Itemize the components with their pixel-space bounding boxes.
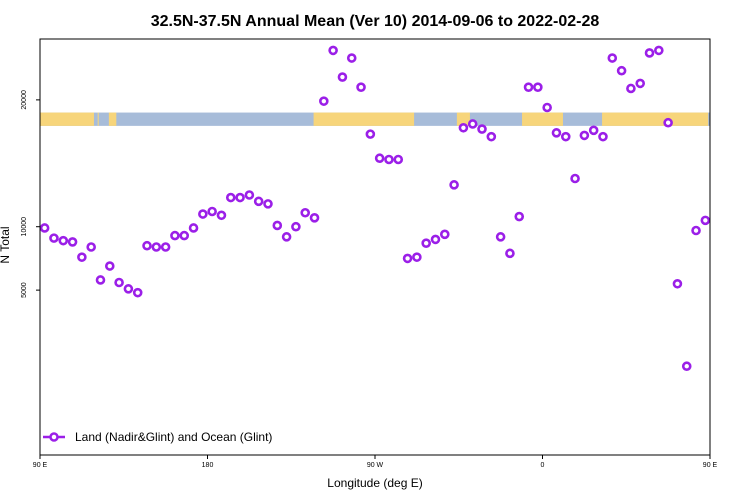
x-tick-label: 0 bbox=[541, 462, 545, 469]
data-point bbox=[179, 230, 190, 241]
data-point bbox=[319, 96, 329, 106]
data-point bbox=[67, 237, 78, 247]
y-tick-label: 5000 bbox=[21, 282, 28, 298]
data-point bbox=[691, 225, 701, 236]
x-axis: 90 E 180 90 W 0 90 E bbox=[33, 455, 718, 469]
y-tick-label: 10000 bbox=[21, 217, 28, 237]
data-point bbox=[300, 207, 311, 218]
data-point bbox=[225, 192, 236, 203]
y-axis-label: N Total bbox=[0, 226, 12, 263]
data-point bbox=[49, 233, 59, 243]
data-point bbox=[560, 131, 571, 142]
y-tick-label: 20000 bbox=[21, 90, 28, 110]
data-point bbox=[672, 278, 683, 289]
y-axis: 5000 10000 20000 bbox=[21, 90, 40, 298]
data-point bbox=[198, 209, 208, 219]
data-point bbox=[104, 261, 115, 271]
data-point bbox=[123, 284, 134, 294]
data-point bbox=[365, 129, 376, 139]
data-point bbox=[337, 72, 348, 82]
chart-title: 32.5N-37.5N Annual Mean (Ver 10) 2014-09… bbox=[151, 13, 600, 30]
data-point bbox=[439, 229, 450, 240]
data-point bbox=[644, 48, 655, 58]
data-point bbox=[309, 213, 320, 223]
data-point bbox=[39, 223, 50, 233]
data-point bbox=[514, 211, 525, 222]
data-point bbox=[477, 124, 487, 134]
data-point bbox=[328, 45, 338, 56]
land-segment bbox=[522, 112, 563, 126]
data-point bbox=[142, 240, 152, 251]
data-point bbox=[207, 206, 217, 217]
data-point bbox=[272, 220, 283, 231]
land-segment bbox=[602, 112, 709, 126]
data-point bbox=[77, 252, 87, 262]
data-point bbox=[346, 53, 357, 63]
data-point bbox=[495, 232, 506, 242]
legend: Land (Nadir&Glint) and Ocean (Glint) bbox=[43, 430, 272, 444]
data-point bbox=[86, 242, 96, 252]
data-point bbox=[654, 45, 664, 56]
x-axis-label: Longitude (deg E) bbox=[327, 476, 422, 490]
data-point bbox=[523, 82, 534, 92]
x-tick-label: 90 W bbox=[367, 462, 384, 469]
land-segment bbox=[97, 112, 99, 126]
data-point bbox=[579, 130, 590, 141]
data-point bbox=[402, 253, 413, 264]
data-point bbox=[384, 154, 394, 165]
data-point bbox=[635, 78, 646, 89]
data-point bbox=[356, 82, 366, 92]
data-point bbox=[263, 199, 273, 209]
x-tick-label: 90 E bbox=[33, 462, 48, 469]
data-point bbox=[170, 230, 180, 241]
land-segment bbox=[40, 112, 94, 126]
data-point bbox=[393, 154, 404, 165]
data-point bbox=[449, 180, 459, 190]
data-point bbox=[505, 248, 515, 259]
data-point bbox=[253, 196, 264, 207]
land-segment bbox=[313, 112, 415, 126]
legend-swatch-marker bbox=[49, 432, 59, 442]
land-segment bbox=[456, 112, 470, 126]
x-tick-label: 180 bbox=[202, 462, 214, 469]
legend-label: Land (Nadir&Glint) and Ocean (Glint) bbox=[75, 430, 272, 444]
data-point bbox=[551, 128, 562, 138]
x-tick-label: 90 E bbox=[703, 462, 718, 469]
data-point bbox=[374, 153, 385, 164]
data-point bbox=[700, 215, 711, 226]
data-point bbox=[132, 287, 143, 298]
data-point bbox=[151, 242, 162, 252]
data-point bbox=[626, 83, 636, 94]
data-point bbox=[244, 190, 255, 200]
data-point bbox=[235, 192, 245, 203]
data-point bbox=[588, 125, 599, 136]
data-point bbox=[430, 234, 441, 245]
data-point bbox=[663, 117, 673, 128]
data-point bbox=[542, 102, 552, 113]
data-point bbox=[570, 173, 580, 184]
land-ocean-band bbox=[40, 112, 710, 126]
data-point bbox=[616, 65, 627, 76]
data-point bbox=[467, 119, 478, 129]
data-point bbox=[607, 53, 618, 63]
data-point bbox=[598, 131, 608, 142]
data-point bbox=[281, 232, 292, 242]
data-point bbox=[160, 242, 171, 252]
data-point bbox=[533, 82, 543, 92]
land-segment bbox=[108, 112, 117, 126]
data-point bbox=[681, 361, 692, 372]
data-point bbox=[188, 223, 199, 233]
data-points bbox=[39, 45, 711, 372]
data-point bbox=[458, 122, 469, 133]
data-point bbox=[216, 210, 227, 221]
data-point bbox=[421, 238, 431, 248]
data-point bbox=[486, 131, 497, 142]
data-point bbox=[95, 275, 106, 285]
data-point bbox=[114, 277, 124, 288]
plot-frame bbox=[39, 38, 711, 456]
data-point bbox=[412, 252, 422, 262]
data-point bbox=[291, 221, 301, 232]
data-point bbox=[58, 235, 69, 246]
